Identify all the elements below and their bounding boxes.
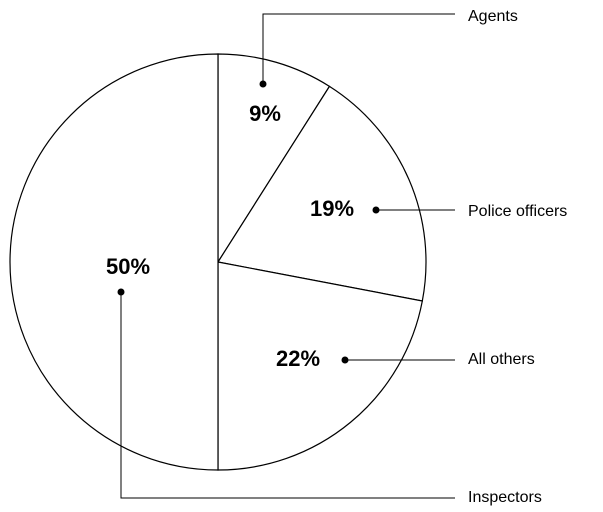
leader-dot (259, 80, 267, 88)
leader-dot (341, 356, 349, 364)
category-label: Inspectors (468, 489, 542, 506)
leader-dot (372, 206, 380, 214)
pie-slice (9, 53, 219, 471)
pie-slice (217, 53, 331, 265)
category-label: Police officers (468, 203, 567, 220)
leader-line (262, 13, 455, 84)
pie-slice (217, 261, 424, 471)
category-label: Agents (468, 8, 518, 25)
leader-dot (117, 288, 125, 296)
percent-label: 50% (106, 254, 150, 279)
leader-line (120, 292, 455, 499)
pie-slice (217, 85, 427, 302)
percent-label: 19% (310, 196, 354, 221)
percent-label: 9% (249, 101, 281, 126)
category-label: All others (468, 351, 535, 368)
percent-label: 22% (276, 346, 320, 371)
